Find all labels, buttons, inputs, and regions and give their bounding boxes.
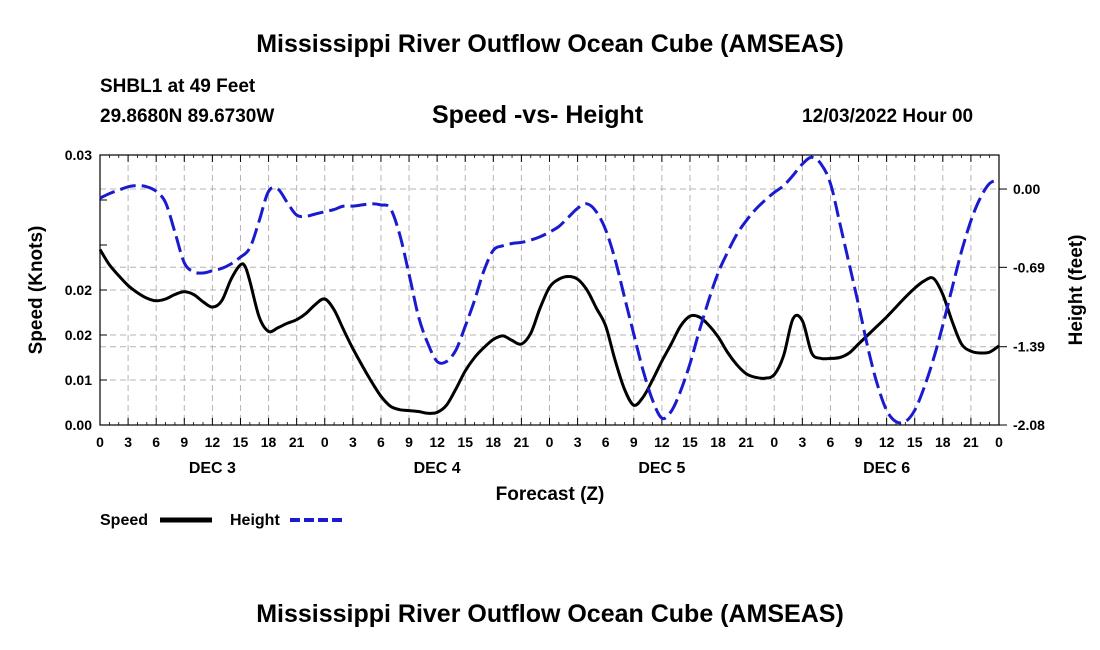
x-tick-label: 0 [770,434,778,450]
y-axis-left: 0.00 0.01 0.02 0.02 0.03 [65,147,107,433]
y-tick-label: 0.02 [65,282,92,298]
y2-tick-label: -0.69 [1013,259,1045,275]
x-tick-label: 9 [630,434,638,450]
speed-series-line [98,248,1000,415]
y-axis-label: Speed (Knots) [26,226,47,355]
x-tick-label: 9 [180,434,188,450]
y-tick-label: 0.00 [65,417,92,433]
x-tick-label: 15 [682,434,698,450]
x-tick-label: 3 [349,434,357,450]
x-tick-label: 15 [457,434,473,450]
x-tick-label: 0 [321,434,329,450]
station-coordinates: 29.8680N 89.6730W [100,106,275,127]
x-tick-label: 12 [429,434,445,450]
x-tick-label: 0 [546,434,554,450]
x-tick-label: 18 [710,434,726,450]
x-tick-label: 0 [995,434,1003,450]
x-tick-label: 9 [405,434,413,450]
legend-height-label: Height [230,512,280,529]
chart-title: Speed -vs- Height [432,101,644,129]
footer-title: Mississippi River Outflow Ocean Cube (AM… [256,600,844,628]
x-tick-label: 21 [289,434,305,450]
x-tick-label: 6 [152,434,160,450]
y2-tick-label: -1.39 [1013,339,1045,355]
x-tick-label: 0 [96,434,104,450]
y-tick-label: 0.02 [65,327,92,343]
y-tick-label: 0.01 [65,372,92,388]
x-tick-label: 21 [738,434,754,450]
x-tick-label: 9 [855,434,863,450]
x-tick-label: 6 [377,434,385,450]
x-day-label: DEC 3 [189,460,236,477]
x-day-label: DEC 6 [863,460,910,477]
y2-tick-label: 0.00 [1013,181,1040,197]
x-day-label: DEC 4 [414,460,461,477]
y-axis-right: 0.00 -0.69 -1.39 -2.08 [999,181,1045,433]
station-label: SHBL1 at 49 Feet [100,76,256,97]
x-tick-label: 6 [602,434,610,450]
x-tick-label: 15 [233,434,249,450]
x-tick-label: 21 [963,434,979,450]
x-tick-label: 3 [124,434,132,450]
y2-tick-label: -2.08 [1013,417,1045,433]
x-tick-label: 12 [205,434,221,450]
x-tick-label: 12 [879,434,895,450]
y2-axis-label: Height (feet) [1066,235,1087,346]
chart-grid [100,155,999,426]
x-tick-label: 15 [907,434,923,450]
x-axis: 0 3 6 9 12 15 18 21 0 3 6 9 12 15 18 21 0 3 6 9 12 15 18 21 0 3 6 9… [96,155,1003,477]
x-tick-label: 3 [574,434,582,450]
legend-speed-label: Speed [100,512,148,529]
x-tick-label: 21 [514,434,530,450]
x-tick-label: 12 [654,434,670,450]
chart-series [98,155,1000,425]
page-title: Mississippi River Outflow Ocean Cube (AM… [256,30,844,58]
x-axis-label: Forecast (Z) [496,484,605,505]
x-tick-label: 18 [486,434,502,450]
x-tick-label: 18 [935,434,951,450]
x-tick-label: 3 [798,434,806,450]
x-day-label: DEC 5 [638,460,685,477]
x-tick-label: 6 [827,434,835,450]
legend: Speed Height [100,512,342,529]
x-tick-label: 18 [261,434,277,450]
forecast-datetime: 12/03/2022 Hour 00 [802,106,974,127]
y-tick-label: 0.03 [65,147,92,163]
